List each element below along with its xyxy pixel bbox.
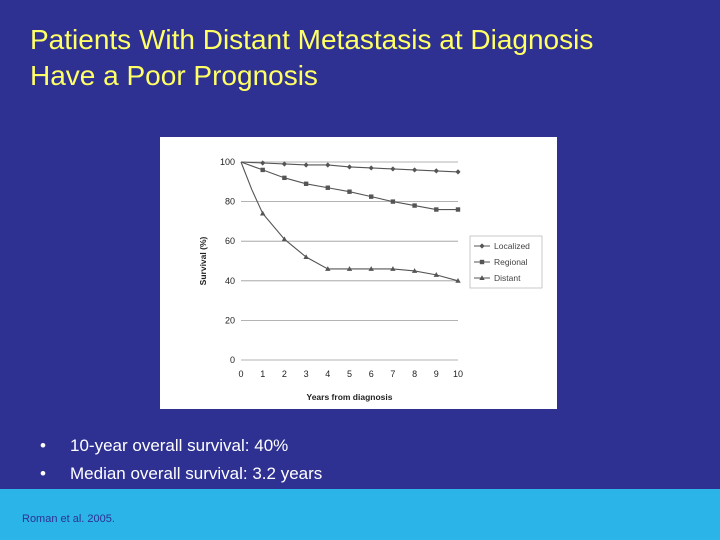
- data-point: [325, 266, 331, 271]
- legend-marker: [479, 243, 485, 249]
- data-point: [281, 236, 288, 242]
- slide-title-line-2: Have a Poor Prognosis: [30, 60, 318, 91]
- x-tick-label: 10: [453, 369, 463, 379]
- data-point: [434, 207, 439, 212]
- x-tick-label: 7: [390, 369, 395, 379]
- data-point: [347, 189, 352, 194]
- bullet-symbol: •: [40, 436, 46, 455]
- data-point: [260, 210, 266, 216]
- slide-title: Patients With Distant Metastasis at Diag…: [30, 22, 700, 94]
- data-point: [390, 199, 396, 204]
- legend-marker: [479, 275, 485, 280]
- bullet-list: • 10-year overall survival: 40% • Median…: [40, 432, 322, 488]
- data-point: [368, 266, 374, 271]
- chart-panel: 0 20 40 60 80 100 0 1 2 3 4 5 6 7 8 9 10 Years from diagn…: [160, 137, 557, 409]
- data-point: [303, 162, 309, 168]
- y-tick-label: 0: [230, 355, 235, 365]
- data-point: [433, 272, 439, 277]
- survival-chart: 0 20 40 60 80 100 0 1 2 3 4 5 6 7 8 9 10 Years from diagn…: [198, 157, 543, 402]
- x-tick-label: 2: [282, 369, 287, 379]
- x-tick-label: 8: [412, 369, 417, 379]
- x-tick-label: 6: [369, 369, 374, 379]
- bullet-item: • 10-year overall survival: 40%: [40, 432, 322, 460]
- legend-label: Regional: [494, 257, 528, 267]
- data-point: [303, 254, 309, 260]
- y-tick-label: 80: [225, 197, 235, 207]
- x-axis-label: Years from diagnosis: [307, 392, 393, 402]
- data-point: [455, 207, 461, 212]
- data-point: [346, 164, 353, 170]
- y-axis-label: Survival (%): [198, 237, 208, 286]
- data-point: [455, 278, 461, 283]
- x-tick-label: 0: [238, 369, 243, 379]
- legend-label: Distant: [494, 273, 521, 283]
- x-tick-label: 5: [347, 369, 352, 379]
- y-tick-label: 20: [225, 315, 235, 325]
- y-tick-label: 60: [225, 236, 235, 246]
- data-point: [390, 166, 396, 172]
- legend-marker: [479, 259, 485, 265]
- data-point: [411, 268, 418, 273]
- data-point: [346, 266, 353, 271]
- legend-label: Localized: [494, 241, 530, 251]
- data-point: [282, 175, 287, 181]
- bullet-item: • Median overall survival: 3.2 years: [40, 460, 322, 488]
- footer-bar: Roman et al. 2005.: [0, 489, 720, 540]
- data-point: [455, 169, 461, 175]
- y-tick-label: 100: [220, 157, 235, 167]
- data-point: [260, 160, 266, 166]
- data-point: [260, 167, 265, 173]
- data-point: [325, 185, 330, 190]
- slide-title-line-1: Patients With Distant Metastasis at Diag…: [30, 24, 594, 55]
- bullet-text: 10-year overall survival: 40%: [70, 436, 289, 455]
- x-tick-label: 9: [434, 369, 439, 379]
- data-point: [433, 168, 439, 174]
- data-point: [412, 167, 418, 173]
- bullet-text: Median overall survival: 3.2 years: [70, 464, 323, 483]
- y-tick-label: 40: [225, 276, 235, 286]
- citation: Roman et al. 2005.: [22, 513, 115, 525]
- data-point: [303, 181, 309, 186]
- x-tick-label: 1: [260, 369, 265, 379]
- x-tick-label: 3: [304, 369, 309, 379]
- x-tick-label: 4: [325, 369, 330, 379]
- data-point: [369, 194, 374, 199]
- data-point: [368, 165, 374, 171]
- bullet-symbol: •: [40, 464, 46, 483]
- data-point: [390, 266, 396, 271]
- data-point: [325, 162, 331, 168]
- data-point: [412, 203, 417, 208]
- series-line-distant: [240, 161, 459, 282]
